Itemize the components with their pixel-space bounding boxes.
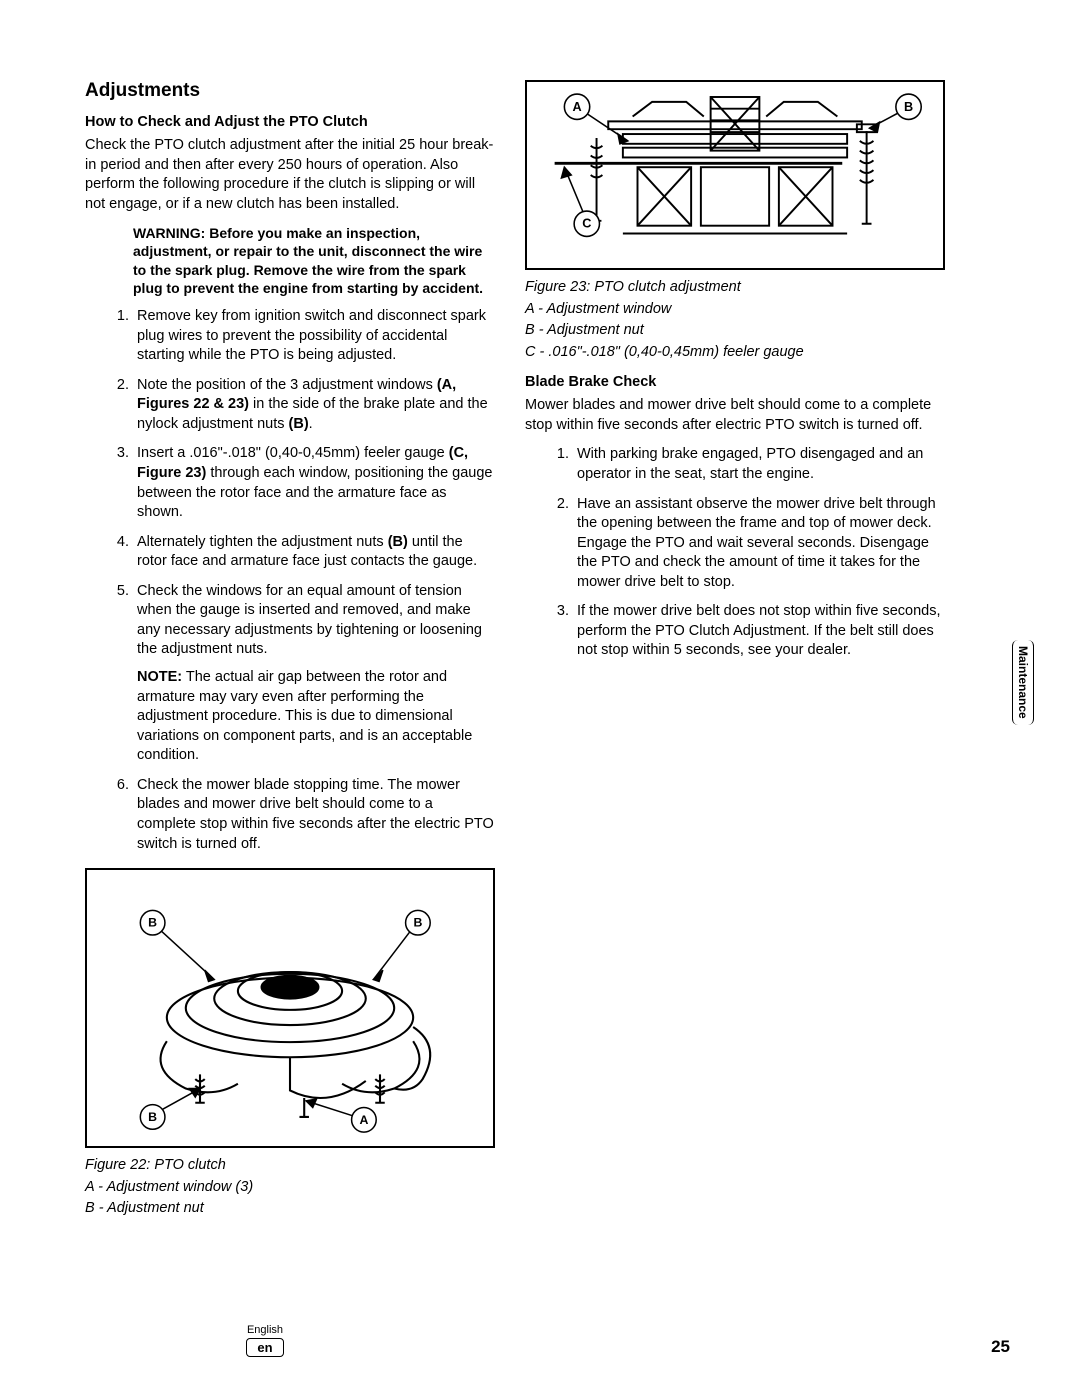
- fig23-key-a: A - Adjustment window: [525, 300, 945, 320]
- fig23-label-C: C: [582, 217, 591, 231]
- step-4: Alternately tighten the adjustment nuts …: [133, 533, 495, 572]
- figure-22-box: B B B A: [85, 868, 495, 1148]
- blade-brake-intro: Mower blades and mower drive belt should…: [525, 396, 945, 435]
- fig23-label-A: A: [572, 100, 581, 114]
- warning-text: WARNING: Before you make an inspection, …: [133, 224, 495, 297]
- figure-23-box: A B C: [525, 80, 945, 270]
- figure-22-svg: B B B A: [110, 878, 470, 1138]
- figure-23-svg: A B C: [540, 86, 930, 264]
- step-2: Note the position of the 3 adjustment wi…: [133, 376, 495, 435]
- step-3: Insert a .016"-.018" (0,40-0,45mm) feele…: [133, 444, 495, 522]
- page-number: 25: [991, 1337, 1010, 1357]
- blade-brake-steps: With parking brake engaged, PTO disengag…: [573, 445, 945, 661]
- page-heading: Adjustments: [85, 80, 495, 102]
- section-tab: Maintenance: [1012, 640, 1034, 725]
- fig23-label-B: B: [904, 100, 913, 114]
- step-5-note: NOTE: The actual air gap between the rot…: [137, 668, 495, 766]
- fig22-key-a: A - Adjustment window (3): [85, 1178, 495, 1198]
- fig22-label-B3: B: [148, 1110, 157, 1124]
- step-6: Check the mower blade stopping time. The…: [133, 776, 495, 854]
- language-indicator: English en: [235, 1324, 295, 1357]
- bb-step-3: If the mower drive belt does not stop wi…: [573, 602, 945, 661]
- fig22-key-b: B - Adjustment nut: [85, 1199, 495, 1219]
- fig22-caption: Figure 22: PTO clutch: [85, 1156, 495, 1176]
- language-code: en: [246, 1338, 283, 1357]
- fig23-key-b: B - Adjustment nut: [525, 321, 945, 341]
- pto-steps: Remove key from ignition switch and disc…: [133, 307, 495, 854]
- bb-step-1: With parking brake engaged, PTO disengag…: [573, 445, 945, 484]
- fig22-label-A: A: [359, 1113, 368, 1127]
- fig22-label-B2: B: [413, 916, 422, 930]
- fig22-label-B1: B: [148, 916, 157, 930]
- step-5: Check the windows for an equal amount of…: [133, 582, 495, 766]
- fig23-caption: Figure 23: PTO clutch adjustment: [525, 278, 945, 298]
- bb-step-2: Have an assistant observe the mower driv…: [573, 495, 945, 593]
- step-1: Remove key from ignition switch and disc…: [133, 307, 495, 366]
- blade-brake-title: Blade Brake Check: [525, 374, 945, 390]
- pto-section-title: How to Check and Adjust the PTO Clutch: [85, 114, 495, 130]
- fig23-key-c: C - .016"-.018" (0,40-0,45mm) feeler gau…: [525, 343, 945, 363]
- language-label: English: [235, 1324, 295, 1336]
- pto-intro: Check the PTO clutch adjustment after th…: [85, 136, 495, 214]
